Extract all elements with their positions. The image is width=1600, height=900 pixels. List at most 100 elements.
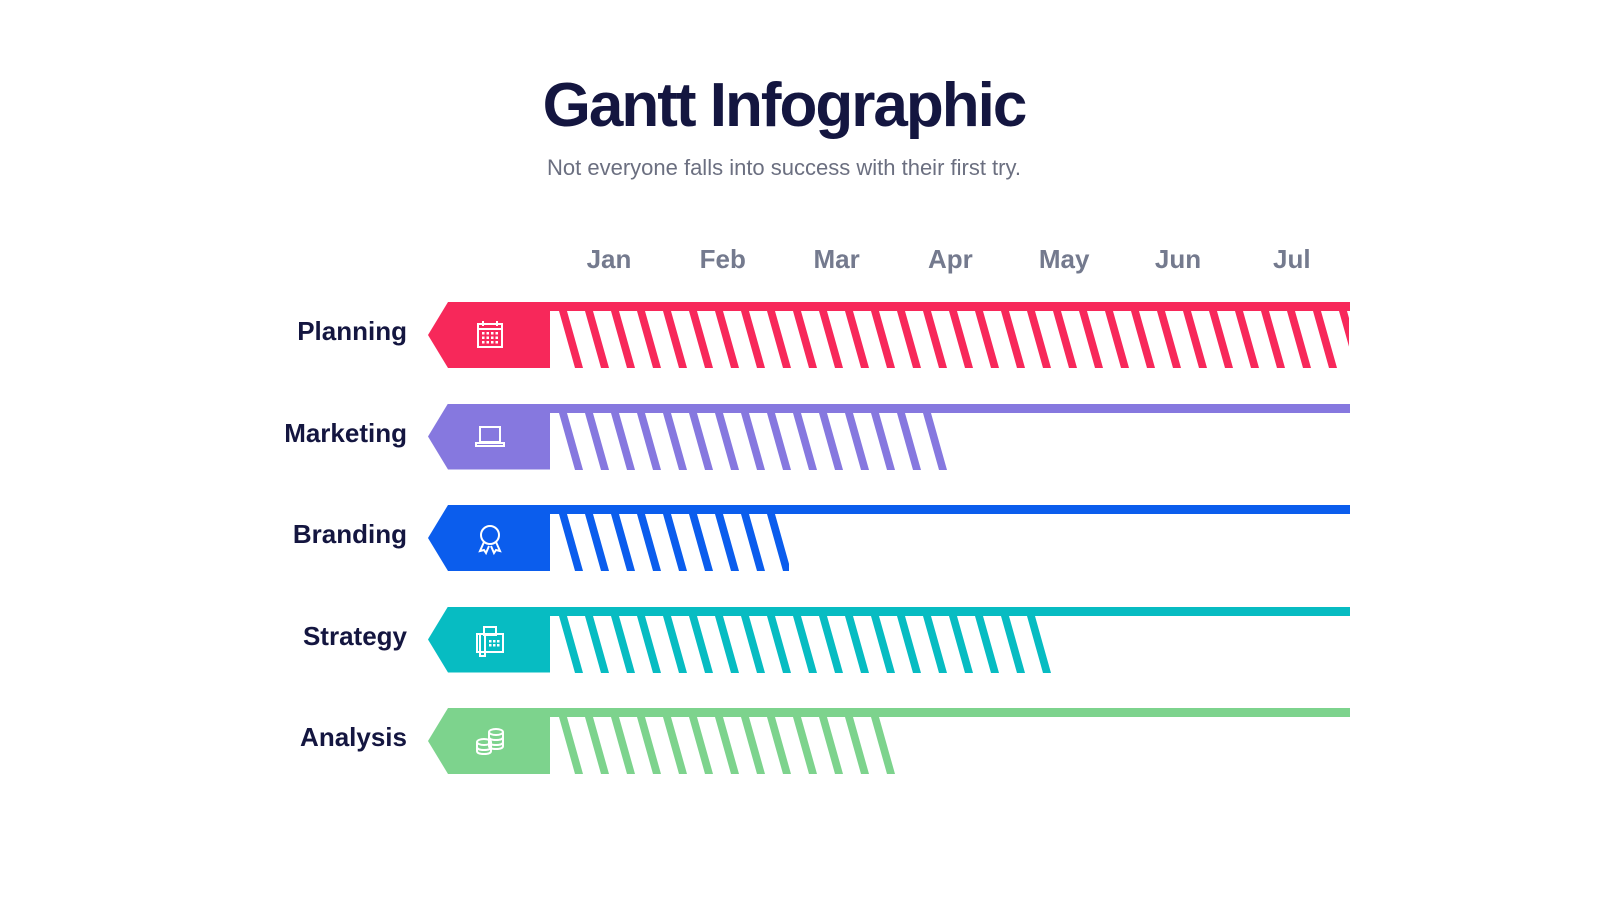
progress-stripe [871, 615, 895, 673]
progress-stripe [923, 615, 947, 673]
progress-stripe [871, 412, 895, 470]
progress-stripe [689, 412, 713, 470]
progress-stripe [1287, 311, 1311, 368]
progress-stripe [741, 514, 765, 571]
progress-stripe [689, 615, 713, 673]
progress-stripe [1157, 311, 1181, 368]
progress-stripe [1079, 311, 1103, 368]
progress-stripe [1027, 311, 1051, 368]
task-label: Marketing [284, 417, 407, 448]
progress-fill [559, 311, 1349, 368]
progress-stripe [793, 311, 817, 368]
gantt-bar-analysis [428, 708, 1350, 774]
progress-stripe [663, 514, 687, 571]
progress-stripe [845, 717, 869, 774]
progress-stripe [1027, 615, 1051, 673]
month-label: Jul [1273, 244, 1311, 274]
progress-stripe [1313, 311, 1337, 368]
month-label: Apr [928, 244, 973, 274]
progress-stripe [663, 615, 687, 673]
progress-stripe [819, 615, 843, 673]
progress-stripe [845, 412, 869, 470]
month-label: May [1038, 244, 1090, 274]
task-label: Planning [297, 316, 407, 346]
progress-stripe [975, 311, 999, 368]
progress-stripe [819, 717, 843, 774]
progress-stripe [819, 311, 843, 368]
progress-stripe [559, 615, 583, 673]
award-ribbon-icon [478, 525, 502, 556]
progress-stripe [611, 615, 635, 673]
progress-stripe [585, 412, 609, 470]
gantt-bar-marketing [428, 403, 1350, 470]
calendar-icon [477, 321, 503, 348]
progress-stripe [585, 615, 609, 673]
progress-stripe [793, 615, 817, 673]
progress-stripe [715, 514, 739, 571]
progress-stripe [689, 514, 713, 571]
progress-stripe [637, 514, 661, 571]
progress-stripe [715, 412, 739, 470]
task-label: Strategy [302, 620, 407, 651]
progress-stripe [1131, 311, 1155, 368]
page-subtitle: Not everyone falls into success with the… [547, 155, 1021, 180]
timeline-track [549, 302, 1350, 311]
progress-stripe [689, 717, 713, 774]
timeline-track [549, 606, 1350, 616]
progress-stripe [949, 311, 973, 368]
progress-stripe [1105, 311, 1129, 368]
progress-stripe [1001, 311, 1025, 368]
timeline-track [549, 505, 1350, 514]
progress-stripe [1183, 311, 1207, 368]
progress-stripe [923, 412, 947, 470]
progress-stripe [741, 412, 765, 470]
progress-stripe [871, 311, 895, 368]
progress-stripe [715, 717, 739, 774]
progress-stripe [559, 514, 583, 571]
progress-stripe [793, 412, 817, 470]
progress-stripe [663, 717, 687, 774]
progress-stripe [741, 615, 765, 673]
task-icon-box [428, 505, 550, 571]
task-icon-box [428, 403, 550, 470]
progress-stripe [559, 311, 583, 368]
progress-stripe [1261, 311, 1285, 368]
progress-stripe [637, 412, 661, 470]
progress-stripe [897, 311, 921, 368]
progress-stripe [715, 615, 739, 673]
gantt-bar-planning [428, 302, 1350, 368]
progress-fill [559, 412, 947, 470]
progress-stripe [663, 412, 687, 470]
progress-stripe [949, 615, 973, 673]
month-label: Feb [699, 244, 746, 274]
progress-stripe [897, 615, 921, 673]
progress-stripe [767, 412, 791, 470]
progress-stripe [637, 717, 661, 774]
task-label: Branding [292, 519, 407, 549]
progress-stripe [1235, 311, 1259, 368]
progress-stripe [559, 717, 583, 774]
progress-stripe [715, 311, 739, 368]
progress-stripe [845, 311, 869, 368]
progress-stripe [819, 412, 843, 470]
progress-stripe [611, 717, 635, 774]
progress-stripe [793, 717, 817, 774]
laptop-icon [475, 425, 505, 447]
progress-stripe [1001, 615, 1025, 673]
task-label: Analysis [300, 722, 407, 752]
progress-stripe [611, 514, 635, 571]
progress-stripe [767, 717, 791, 774]
progress-stripe [611, 311, 635, 368]
progress-fill [559, 615, 1051, 673]
progress-stripe [559, 412, 583, 470]
gantt-bar-branding [428, 505, 1350, 571]
month-label: Mar [813, 244, 860, 274]
timeline-track [549, 708, 1350, 717]
progress-stripe [923, 311, 947, 368]
fax-phone-icon [476, 625, 504, 657]
progress-fill [559, 514, 789, 571]
progress-stripe [585, 717, 609, 774]
progress-stripe [637, 311, 661, 368]
task-icon-box [428, 708, 550, 774]
gantt-bar-strategy [428, 606, 1350, 673]
